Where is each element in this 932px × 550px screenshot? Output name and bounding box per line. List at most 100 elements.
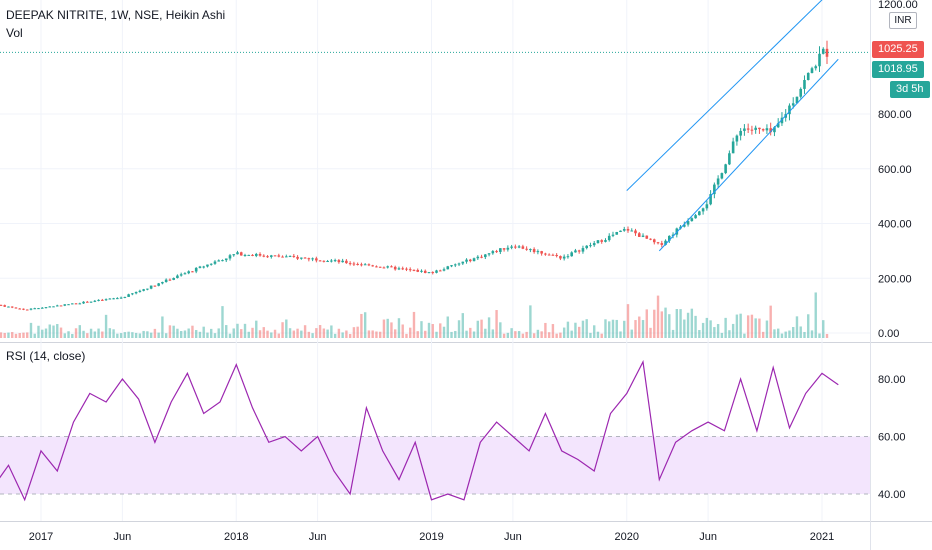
volume-bar	[457, 320, 461, 338]
candle-body	[686, 221, 690, 225]
volume-bar	[698, 330, 701, 338]
volume-bar	[59, 327, 63, 338]
volume-bar	[168, 325, 172, 338]
candle-body	[540, 251, 543, 254]
volume-bar	[822, 320, 825, 338]
volume-bar	[330, 325, 333, 338]
volume-bar	[255, 320, 258, 338]
candle-body	[465, 259, 468, 262]
candle-body	[262, 255, 266, 257]
volume-bar	[724, 317, 727, 338]
candle-body	[288, 255, 292, 257]
candle-body	[127, 294, 130, 297]
volume-bar	[427, 322, 431, 338]
candle-body	[592, 243, 596, 246]
candle-body	[356, 263, 359, 265]
symbol-title[interactable]: DEEPAK NITRITE, 1W, NSE, Heikin Ashi	[6, 8, 226, 22]
volume-bar	[225, 325, 228, 338]
candle-body	[566, 256, 570, 258]
volume-bar	[788, 330, 791, 338]
candle-body	[596, 240, 600, 244]
candle-body	[698, 211, 701, 216]
volume-bar	[157, 332, 160, 338]
volume-bar	[97, 328, 100, 338]
candle-body	[570, 252, 573, 257]
candle-body	[221, 260, 224, 262]
candle-body	[360, 264, 363, 266]
volume-bar	[746, 315, 750, 338]
volume-bar	[22, 332, 25, 338]
candle-body	[453, 264, 457, 266]
candle-body	[187, 271, 190, 274]
candle-body	[82, 301, 85, 304]
volume-bar	[713, 327, 716, 338]
volume-bar	[337, 328, 341, 338]
volume-bar	[502, 333, 506, 338]
volume-bar	[303, 325, 307, 338]
candle-body	[285, 256, 288, 258]
candle-body	[450, 265, 453, 267]
candle-body	[206, 264, 209, 267]
volume-bar	[499, 322, 502, 338]
candle-body	[277, 255, 281, 257]
candle-body	[393, 266, 397, 270]
volume-bar	[243, 323, 247, 338]
candle-body	[390, 266, 393, 268]
candle-body	[408, 269, 412, 271]
volume-bar	[555, 333, 558, 338]
volume-bar	[202, 326, 205, 338]
time-tick-label: Jun	[699, 531, 717, 543]
candle-body	[202, 266, 206, 268]
candle-body	[266, 256, 269, 258]
volume-bar	[668, 314, 671, 338]
candle-body	[348, 263, 352, 265]
volume-bar	[446, 316, 449, 338]
volume-bar	[183, 330, 187, 338]
candle-body	[176, 275, 179, 279]
volume-bar	[420, 321, 423, 338]
volume-bar	[104, 314, 108, 338]
candle-body	[397, 268, 401, 270]
volume-bars	[0, 292, 829, 338]
candle-body	[269, 255, 273, 257]
volume-bar	[683, 319, 686, 338]
currency-badge[interactable]: INR	[889, 12, 917, 29]
volume-bar	[322, 328, 326, 338]
candle-body	[480, 256, 483, 258]
candle-body	[761, 129, 765, 131]
volume-bar	[701, 322, 705, 338]
candle-body	[799, 88, 803, 97]
price-tick-label: 800.00	[878, 109, 912, 121]
volume-bar	[589, 332, 592, 338]
volume-bar	[807, 314, 810, 338]
candle-body	[217, 260, 221, 262]
volume-bar	[540, 331, 543, 338]
candle-body	[18, 308, 22, 310]
volume-bar	[776, 328, 780, 338]
candle-body	[652, 239, 656, 243]
volume-bar	[138, 333, 142, 338]
candle-body	[52, 306, 55, 308]
volume-bar	[491, 329, 495, 338]
candle-body	[14, 307, 18, 309]
candle-body	[70, 303, 74, 305]
volume-bar	[285, 319, 288, 338]
volume-bar	[510, 328, 513, 338]
candle-body	[547, 254, 551, 256]
volume-label[interactable]: Vol	[6, 26, 23, 40]
volume-bar	[450, 331, 453, 338]
candle-body	[116, 298, 119, 300]
rsi-label[interactable]: RSI (14, close)	[6, 349, 86, 363]
candle-body	[825, 48, 829, 57]
price-tick-label: 400.00	[878, 219, 912, 231]
volume-bar	[686, 312, 690, 338]
candle-body	[776, 123, 780, 128]
volume-bar	[26, 332, 29, 338]
volume-bar	[382, 319, 386, 338]
candle-body	[713, 184, 716, 195]
volume-bar	[394, 329, 397, 338]
candle-body	[213, 261, 217, 264]
candle-body	[728, 153, 731, 165]
volume-bar	[191, 325, 194, 338]
